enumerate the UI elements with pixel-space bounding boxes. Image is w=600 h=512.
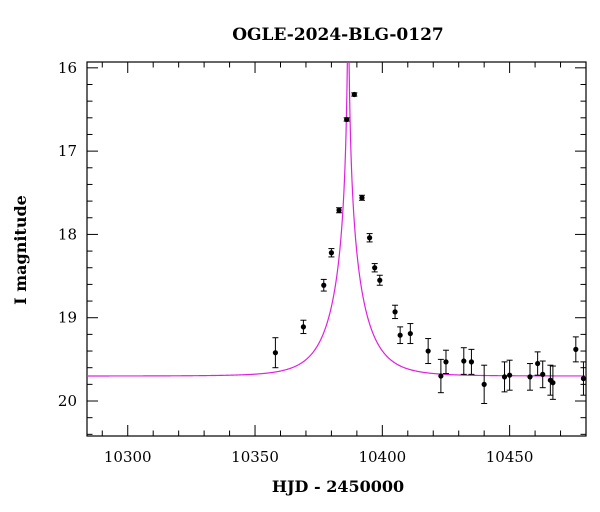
point-marker	[272, 350, 278, 356]
data-point	[376, 274, 383, 286]
data-point	[425, 338, 432, 365]
data-point	[549, 365, 556, 400]
data-point	[437, 358, 444, 394]
data-point	[320, 278, 327, 292]
point-marker	[550, 380, 556, 386]
point-marker	[507, 372, 513, 378]
point-marker	[372, 265, 378, 271]
data-point	[328, 248, 335, 258]
point-marker	[527, 374, 533, 380]
x-tick-label: 10300	[104, 448, 152, 466]
point-marker	[344, 116, 350, 123]
model-curve	[87, 62, 586, 377]
y-tick-label: 18	[58, 225, 77, 243]
data-point	[392, 304, 399, 320]
point-marker	[438, 373, 444, 379]
point-marker	[481, 381, 487, 387]
point-marker	[392, 309, 398, 315]
data-point	[366, 233, 373, 243]
point-marker	[535, 360, 541, 367]
y-axis-label: I magnitude	[11, 195, 30, 305]
chart-title: OGLE-2024-BLG-0127	[232, 25, 444, 45]
point-marker	[359, 195, 365, 201]
point-marker	[461, 358, 467, 364]
plot-area	[86, 61, 587, 437]
point-marker	[328, 250, 335, 256]
x-tick-label: 10350	[231, 448, 279, 466]
y-tick-label: 20	[58, 392, 77, 410]
model-curve-layer	[87, 62, 586, 377]
data-point	[506, 359, 513, 391]
y-tick-label: 17	[58, 142, 77, 160]
point-marker	[397, 332, 403, 338]
point-marker	[573, 346, 579, 352]
point-marker	[377, 277, 383, 283]
data-points-layer	[272, 91, 586, 405]
point-marker	[321, 282, 327, 288]
data-point	[358, 194, 365, 201]
data-point	[481, 364, 488, 405]
x-tick-label: 10400	[358, 448, 406, 466]
point-marker	[540, 371, 546, 377]
plot-frame	[86, 61, 587, 437]
y-tick-label: 19	[58, 309, 77, 327]
data-point	[442, 349, 449, 375]
data-point	[272, 337, 279, 369]
data-point	[572, 336, 579, 363]
point-marker	[468, 359, 475, 365]
data-point	[300, 319, 307, 335]
data-point	[351, 91, 358, 98]
point-marker	[351, 91, 357, 98]
point-marker	[580, 375, 586, 382]
data-point	[397, 326, 404, 345]
data-point	[460, 347, 467, 375]
data-point	[539, 360, 546, 389]
data-point	[501, 361, 508, 393]
point-marker	[407, 330, 413, 337]
x-tick-label: 10450	[486, 448, 534, 466]
data-point	[371, 263, 378, 273]
point-marker	[336, 207, 342, 213]
data-point	[407, 323, 414, 345]
point-marker	[366, 235, 373, 241]
data-point	[343, 116, 350, 123]
point-marker	[300, 324, 307, 330]
data-point	[336, 207, 343, 214]
data-point	[526, 363, 533, 391]
point-marker	[501, 374, 508, 380]
y-tick-label: 16	[58, 59, 77, 77]
tick-labels: 10300 10350 10400 10450 16 17 18 19 20	[58, 59, 534, 466]
point-marker	[443, 359, 449, 365]
data-point	[468, 348, 475, 375]
ticks-layer	[87, 62, 587, 436]
point-marker	[425, 348, 431, 354]
x-axis-label: HJD - 2450000	[272, 477, 404, 496]
data-point	[534, 351, 541, 376]
